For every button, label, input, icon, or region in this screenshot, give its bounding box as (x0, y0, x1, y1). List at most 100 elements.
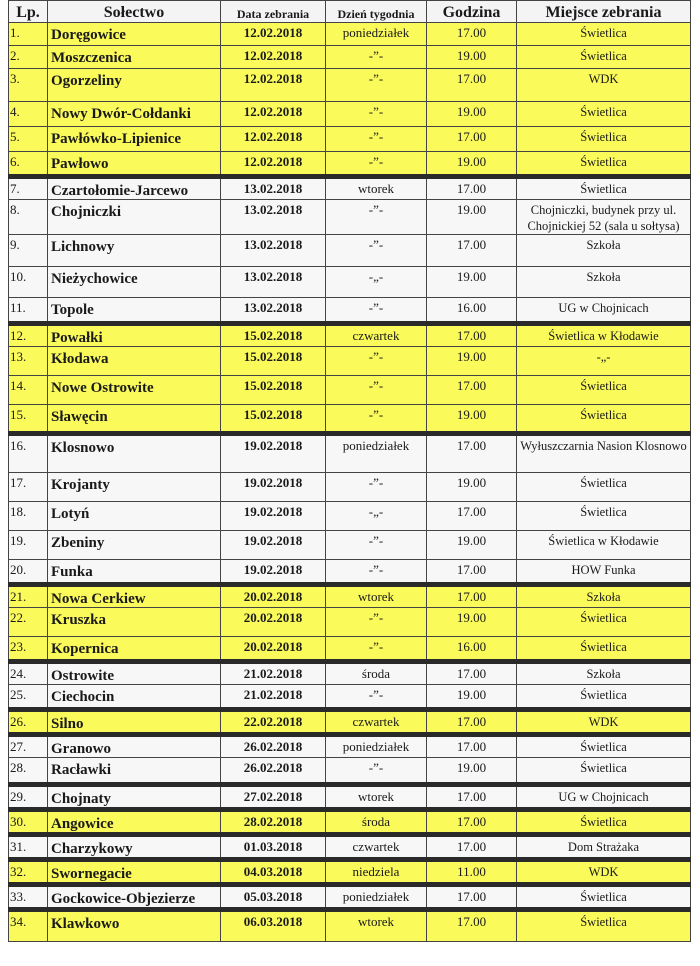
row-day: wtorek (325, 907, 427, 942)
row-lp: 11. (8, 297, 48, 324)
row-lp: 26. (8, 707, 48, 735)
row-day: -”- (325, 68, 427, 102)
row-day: -”- (325, 559, 427, 585)
row-time: 19.00 (426, 530, 517, 560)
row-day: wtorek (325, 174, 427, 200)
row-name: Kopernica (47, 636, 221, 662)
row-place: Świetlica (516, 732, 691, 758)
row-time: 17.00 (426, 234, 517, 267)
row-place: Szkoła (516, 234, 691, 267)
row-time: 17.00 (426, 174, 517, 200)
row-time: 19.00 (426, 45, 517, 69)
row-lp: 12. (8, 321, 48, 347)
row-time: 19.00 (426, 346, 517, 376)
row-place: UG w Chojnicach (516, 782, 691, 810)
header-miejsce: Miejsce zebrania (516, 0, 691, 23)
header-solectwo: Sołectwo (47, 0, 221, 23)
row-date: 26.02.2018 (220, 757, 326, 785)
row-place: Chojniczki, budynek przy ul. Chojnickiej… (516, 199, 691, 235)
row-day: -”- (325, 126, 427, 152)
row-time: 11.00 (426, 857, 517, 885)
row-day: -„- (325, 266, 427, 298)
row-place: HOW Funka (516, 559, 691, 585)
row-day: -”- (325, 757, 427, 785)
table-row: 23. Kopernica 20.02.2018 -”- 16.00 Świetlica (8, 636, 691, 662)
table-row: 7. Czartołomie-Jarcewo 13.02.2018 wtorek 17.… (8, 174, 691, 200)
row-date: 26.02.2018 (220, 732, 326, 758)
header-godzina: Godzina (426, 0, 517, 23)
table-row: 28. Racławki 26.02.2018 -”- 19.00 Świetlica (8, 757, 691, 785)
row-day: -”- (325, 472, 427, 502)
row-place: Świetlica (516, 174, 691, 200)
table-row: 30. Angowice 28.02.2018 środa 17.00 Świetlica (8, 807, 691, 835)
row-date: 19.02.2018 (220, 472, 326, 502)
header-row: Lp. Sołectwo Data zebrania Dzień tygodni… (8, 0, 691, 23)
table-row: 1. Doręgowice 12.02.2018 poniedziałek 17.00 Ś… (8, 22, 691, 46)
table-row: 8. Chojniczki 13.02.2018 -”- 19.00 Chojniczki… (8, 199, 691, 235)
row-name: Chojniczki (47, 199, 221, 235)
row-name: Nowe Ostrowite (47, 375, 221, 405)
table-row: 11. Topole 13.02.2018 -”- 16.00 UG w Chojnica… (8, 297, 691, 324)
row-place: Szkoła (516, 266, 691, 298)
row-day: poniedziałek (325, 22, 427, 46)
row-date: 20.02.2018 (220, 582, 326, 608)
row-lp: 6. (8, 151, 48, 177)
row-time: 19.00 (426, 151, 517, 177)
row-place: Świetlica (516, 501, 691, 531)
row-name: Swornegacie (47, 857, 221, 885)
row-date: 13.02.2018 (220, 297, 326, 324)
row-date: 12.02.2018 (220, 101, 326, 127)
row-time: 17.00 (426, 68, 517, 102)
row-date: 20.02.2018 (220, 636, 326, 662)
row-date: 12.02.2018 (220, 45, 326, 69)
row-name: Sławęcin (47, 404, 221, 434)
row-name: Lotyń (47, 501, 221, 531)
row-place: Świetlica (516, 375, 691, 405)
row-day: -”- (325, 404, 427, 434)
row-place: Szkoła (516, 659, 691, 685)
row-lp: 15. (8, 404, 48, 434)
row-time: 19.00 (426, 266, 517, 298)
row-date: 15.02.2018 (220, 321, 326, 347)
row-name: Kłodawa (47, 346, 221, 376)
row-place: Świetlica (516, 22, 691, 46)
table-row: 32. Swornegacie 04.03.2018 niedziela 11.00 WD… (8, 857, 691, 885)
header-data: Data zebrania (220, 0, 326, 23)
row-name: Gockowice-Objezierze (47, 882, 221, 910)
table-row: 3. Ogorzeliny 12.02.2018 -”- 17.00 WDK (8, 68, 691, 102)
table-row: 5. Pawłówko-Lipienice 12.02.2018 -”- 17.00 Św… (8, 126, 691, 152)
row-day: -”- (325, 636, 427, 662)
row-date: 19.02.2018 (220, 431, 326, 473)
row-name: Klosnowo (47, 431, 221, 473)
row-name: Kruszka (47, 607, 221, 637)
row-lp: 5. (8, 126, 48, 152)
row-day: czwartek (325, 707, 427, 735)
row-place: Świetlica (516, 684, 691, 710)
table-row: 24. Ostrowite 21.02.2018 środa 17.00 Szkoła (8, 659, 691, 685)
row-lp: 7. (8, 174, 48, 200)
row-lp: 24. (8, 659, 48, 685)
row-time: 17.00 (426, 126, 517, 152)
row-date: 13.02.2018 (220, 199, 326, 235)
table-row: 13. Kłodawa 15.02.2018 -”- 19.00 -„- (8, 346, 691, 376)
row-time: 16.00 (426, 297, 517, 324)
row-name: Racławki (47, 757, 221, 785)
row-place: Świetlica (516, 126, 691, 152)
row-date: 27.02.2018 (220, 782, 326, 810)
row-date: 12.02.2018 (220, 151, 326, 177)
table-row: 6. Pawłowo 12.02.2018 -”- 19.00 Świetlica (8, 151, 691, 177)
table-row: 20. Funka 19.02.2018 -”- 17.00 HOW Funka (8, 559, 691, 585)
row-date: 20.02.2018 (220, 607, 326, 637)
row-time: 17.00 (426, 807, 517, 835)
row-date: 19.02.2018 (220, 501, 326, 531)
row-day: poniedziałek (325, 431, 427, 473)
row-day: poniedziałek (325, 882, 427, 910)
row-lp: 18. (8, 501, 48, 531)
table-row: 26. Silno 22.02.2018 czwartek 17.00 WDK (8, 707, 691, 735)
row-name: Angowice (47, 807, 221, 835)
row-place: -„- (516, 346, 691, 376)
row-place: WDK (516, 857, 691, 885)
row-place: Świetlica w Kłodawie (516, 530, 691, 560)
row-time: 17.00 (426, 321, 517, 347)
row-name: Charzykowy (47, 832, 221, 860)
